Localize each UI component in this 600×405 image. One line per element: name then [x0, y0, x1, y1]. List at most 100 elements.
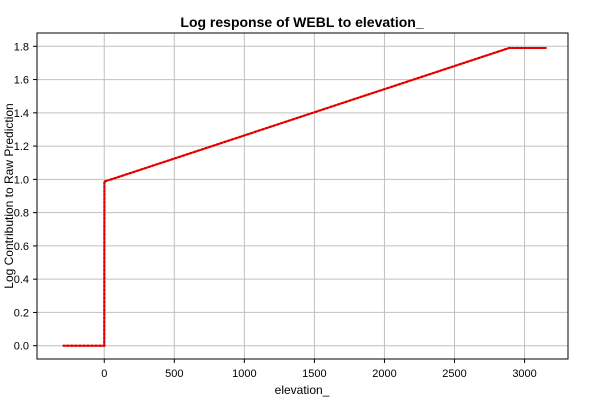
- data-point-marker: [103, 340, 106, 343]
- data-point-marker: [481, 55, 484, 58]
- data-point-marker: [398, 83, 401, 86]
- data-point-marker: [536, 46, 539, 49]
- data-point-marker: [129, 172, 132, 175]
- data-point-marker: [383, 88, 386, 91]
- data-point-marker: [103, 277, 106, 280]
- data-point-marker: [466, 60, 469, 63]
- data-point-marker: [95, 344, 98, 347]
- data-point-marker: [239, 135, 242, 138]
- data-point-marker: [103, 229, 106, 232]
- data-point-marker: [87, 344, 89, 347]
- data-point-marker: [299, 115, 302, 118]
- data-point-marker: [474, 58, 477, 61]
- data-point-marker: [103, 273, 106, 276]
- data-point-marker: [394, 84, 397, 87]
- data-point-marker: [170, 158, 173, 161]
- data-point-marker: [103, 233, 106, 236]
- data-point-marker: [330, 105, 333, 108]
- data-point-marker: [424, 74, 427, 77]
- data-point-marker: [318, 109, 321, 112]
- data-point-marker: [337, 103, 340, 106]
- data-point-marker: [439, 69, 442, 72]
- data-point-marker: [103, 253, 106, 256]
- data-point-marker: [99, 344, 102, 347]
- data-point-marker: [273, 124, 276, 127]
- data-point-marker: [140, 168, 143, 171]
- data-point-marker: [333, 104, 336, 107]
- data-point-marker: [121, 174, 124, 177]
- data-point-marker: [82, 344, 85, 347]
- series-line: [63, 46, 546, 347]
- data-point-marker: [500, 49, 503, 52]
- data-point-marker: [117, 175, 120, 178]
- data-point-marker: [103, 221, 106, 224]
- data-point-marker: [103, 213, 106, 216]
- x-tick-label: 2500: [442, 368, 466, 380]
- data-point-marker: [74, 344, 77, 347]
- data-point-marker: [231, 138, 234, 141]
- data-point-marker: [524, 46, 527, 49]
- data-point-marker: [356, 97, 359, 100]
- data-point-marker: [409, 79, 412, 82]
- data-point-marker: [103, 197, 106, 200]
- data-point-marker: [364, 94, 367, 97]
- data-point-marker: [103, 293, 106, 296]
- data-point-marker: [103, 332, 106, 335]
- data-point-marker: [371, 92, 374, 95]
- data-point-marker: [428, 73, 431, 76]
- data-point-marker: [197, 149, 200, 152]
- data-point-marker: [182, 154, 185, 157]
- data-point-marker: [155, 163, 158, 166]
- data-point-marker: [250, 132, 253, 135]
- data-point-marker: [103, 316, 106, 319]
- data-point-marker: [103, 304, 106, 307]
- y-tick-label: 0.2: [14, 307, 29, 319]
- data-point-marker: [186, 153, 189, 156]
- x-tick-label: 500: [165, 368, 183, 380]
- data-point-marker: [223, 140, 226, 143]
- data-point-marker: [447, 66, 450, 69]
- plot-area-frame: [36, 32, 569, 360]
- data-point-marker: [386, 87, 389, 90]
- data-point-marker: [276, 123, 279, 126]
- y-tick-label: 1.2: [14, 141, 29, 153]
- x-axis-label: elevation_: [275, 383, 330, 397]
- data-point-marker: [163, 160, 166, 163]
- data-point-marker: [103, 336, 106, 339]
- data-point-marker: [303, 114, 306, 117]
- data-point-marker: [528, 46, 531, 49]
- data-point-marker: [508, 46, 511, 49]
- y-tick-label: 1.4: [14, 108, 29, 120]
- data-point-marker: [470, 59, 473, 62]
- data-point-marker: [66, 344, 69, 347]
- data-point-marker: [341, 102, 344, 105]
- data-point-marker: [311, 112, 314, 115]
- data-point-marker: [540, 46, 543, 49]
- data-point-marker: [292, 118, 295, 121]
- data-point-marker: [405, 80, 408, 83]
- data-point-marker: [216, 143, 219, 146]
- x-tick-label: 3000: [512, 368, 536, 380]
- y-axis-label: Log Contribution to Raw Prediction: [2, 103, 16, 288]
- data-point-marker: [326, 107, 329, 110]
- data-point-marker: [103, 261, 106, 264]
- data-point-marker: [114, 177, 117, 180]
- data-point-marker: [345, 100, 348, 103]
- x-tick-label: 1500: [302, 368, 326, 380]
- data-point-marker: [103, 249, 106, 252]
- data-point-marker: [544, 46, 547, 49]
- data-point-marker: [103, 181, 106, 184]
- data-point-marker: [246, 133, 249, 136]
- data-point-marker: [242, 134, 245, 137]
- data-point-marker: [103, 269, 106, 272]
- data-point-marker: [204, 147, 207, 150]
- data-point-marker: [288, 119, 291, 122]
- data-point-marker: [455, 64, 458, 67]
- data-point-marker: [103, 285, 106, 288]
- data-point-marker: [402, 82, 405, 85]
- data-point-marker: [103, 193, 106, 196]
- data-point-marker: [103, 289, 106, 292]
- data-point-marker: [280, 122, 283, 125]
- data-point-marker: [136, 169, 139, 172]
- data-point-marker: [417, 77, 420, 79]
